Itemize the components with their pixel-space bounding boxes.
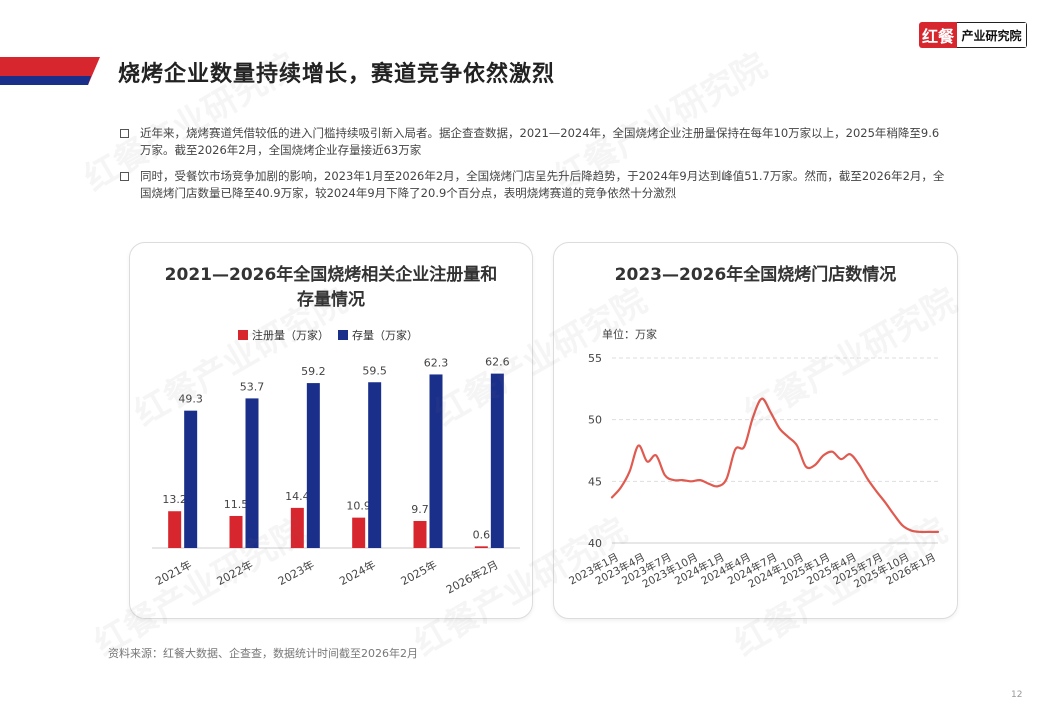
bar [306,383,320,548]
page-number: 12 [1011,690,1023,700]
bar-value-label: 13.2 [162,493,187,506]
bar [490,373,504,548]
x-tick-label: 2022年 [214,557,255,588]
bar [474,546,488,548]
bar-value-label: 59.2 [301,365,326,378]
y-tick-label: 50 [588,414,602,427]
bar-value-label: 53.7 [240,380,265,393]
x-tick-label: 2024年 [337,557,378,588]
legend-label: 存量（万家） [352,328,418,342]
title-accent-bar [0,57,100,85]
x-tick-label: 2025年 [398,557,439,588]
brand-logo: 红餐 产业研究院 [919,22,1027,48]
bar-value-label: 11.5 [224,498,249,511]
legend-label: 注册量（万家） [252,328,329,342]
store-chart-card: 单位：万家 40 45 50 55 2023年1月 2023年4月 2023年7月 2023年1… [553,242,958,619]
enterprise-chart-card: 注册量（万家） 存量（万家） 13.2 49.3 2021年 11.5 53.7 2022年 1… [129,242,533,619]
bar [368,382,382,548]
bullet-item: 同时，受餐饮市场竞争加剧的影响，2023年1月至2026年2月，全国烧烤门店呈先… [120,168,950,202]
bar [352,517,366,548]
bullet-item: 近年来，烧烤赛道凭借较低的进入门槛持续吸引新入局者。据企查查数据，2021—20… [120,125,950,159]
chart-title-line: 2021—2026年全国烧烤相关企业注册量和 [164,265,498,285]
bar [245,398,259,548]
bar-value-label: 0.6 [473,528,491,541]
y-tick-label: 55 [588,352,602,365]
store-count-line [610,397,940,534]
bullet-text: 近年来，烧烤赛道凭借较低的进入门槛持续吸引新入局者。据企查查数据，2021—20… [140,126,940,157]
square-bullet-icon [120,129,129,138]
store-chart-title: 2023—2026年全国烧烤门店数情况 [614,265,897,285]
bullet-text: 同时，受餐饮市场竞争加剧的影响，2023年1月至2026年2月，全国烧烤门店呈先… [140,169,945,200]
store-line-chart: 单位：万家404550552023年1月2023年4月2023年7月2023年1… [567,327,940,591]
bar-value-label: 62.6 [485,356,510,369]
page-title: 烧烤企业数量持续增长，赛道竞争依然激烈 [118,62,556,87]
chart-title-line: 存量情况 [297,290,365,310]
legend-swatch [238,330,248,340]
bar [429,374,443,548]
enterprise-bar-chart: 注册量（万家） 存量（万家） 13.2 49.3 2021年 11.5 53.7 2022年 1… [152,328,520,596]
x-tick-label: 2023年 [275,557,316,588]
bullet-list: 近年来，烧烤赛道凭借较低的进入门槛持续吸引新入局者。据企查查数据，2021—20… [120,125,950,211]
bar [413,520,427,548]
logo-text: 产业研究院 [957,22,1027,48]
logo-mark: 红餐 [919,22,957,48]
legend-swatch [338,330,348,340]
x-tick-label: 2026年2月 [444,557,501,596]
square-bullet-icon [120,172,129,181]
bar [168,511,182,548]
bar-value-label: 9.7 [411,503,429,516]
y-tick-label: 45 [588,475,602,488]
bar [290,507,304,548]
bar [184,410,198,548]
y-tick-label: 40 [588,537,602,550]
bar-value-label: 10.9 [346,500,371,513]
bar-value-label: 59.5 [362,364,387,377]
bar [229,515,243,548]
enterprise-chart-title: 2021—2026年全国烧烤相关企业注册量和 存量情况 [130,263,532,313]
bar-value-label: 14.4 [285,490,310,503]
bar-value-label: 49.3 [178,393,203,406]
bar-value-label: 62.3 [424,356,449,369]
unit-label: 单位：万家 [602,327,657,341]
source-note: 资料来源：红餐大数据、企查查，数据统计时间截至2026年2月 [108,647,418,660]
x-tick-label: 2021年 [153,557,194,588]
